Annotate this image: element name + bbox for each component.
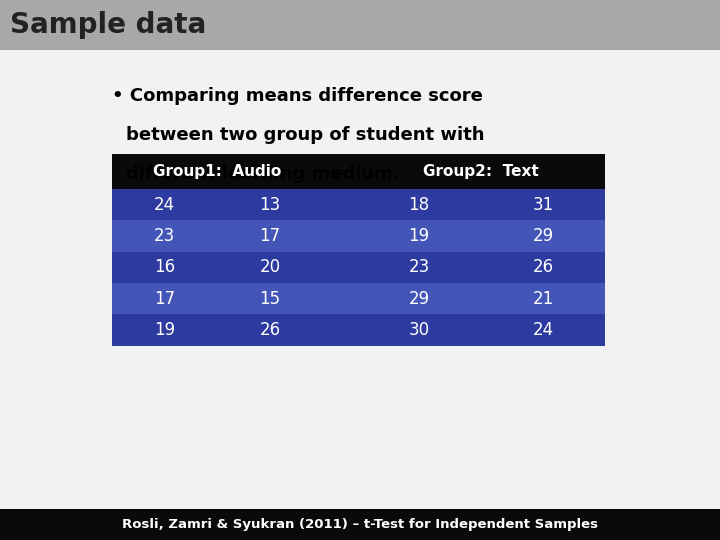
FancyBboxPatch shape [112, 252, 605, 283]
Text: 30: 30 [408, 321, 430, 339]
FancyBboxPatch shape [112, 220, 605, 252]
Text: 29: 29 [408, 289, 430, 308]
Text: between two group of student with: between two group of student with [126, 126, 485, 144]
Text: 23: 23 [154, 227, 175, 245]
Text: 17: 17 [259, 227, 280, 245]
Text: 15: 15 [259, 289, 280, 308]
Text: 19: 19 [408, 227, 430, 245]
Text: 17: 17 [154, 289, 175, 308]
Text: 23: 23 [408, 258, 430, 276]
Text: Sample data: Sample data [10, 11, 207, 39]
Text: 19: 19 [154, 321, 175, 339]
Text: 20: 20 [259, 258, 280, 276]
FancyBboxPatch shape [112, 314, 605, 346]
Text: 26: 26 [532, 258, 554, 276]
Text: 31: 31 [532, 195, 554, 214]
Text: 29: 29 [532, 227, 554, 245]
Text: 26: 26 [259, 321, 280, 339]
Text: 24: 24 [532, 321, 554, 339]
Text: • Comparing means difference score: • Comparing means difference score [112, 87, 482, 105]
FancyBboxPatch shape [112, 283, 605, 314]
Text: 16: 16 [154, 258, 175, 276]
FancyBboxPatch shape [0, 0, 720, 50]
Text: Group1:  Audio: Group1: Audio [153, 164, 282, 179]
FancyBboxPatch shape [112, 154, 605, 189]
Text: 13: 13 [259, 195, 281, 214]
Text: different learning medium.: different learning medium. [126, 165, 400, 183]
Text: 21: 21 [532, 289, 554, 308]
Text: Group2:  Text: Group2: Text [423, 164, 539, 179]
FancyBboxPatch shape [0, 509, 720, 540]
FancyBboxPatch shape [112, 189, 605, 220]
Text: Rosli, Zamri & Syukran (2011) – t-Test for Independent Samples: Rosli, Zamri & Syukran (2011) – t-Test f… [122, 518, 598, 531]
Text: 18: 18 [408, 195, 430, 214]
Text: 24: 24 [154, 195, 175, 214]
